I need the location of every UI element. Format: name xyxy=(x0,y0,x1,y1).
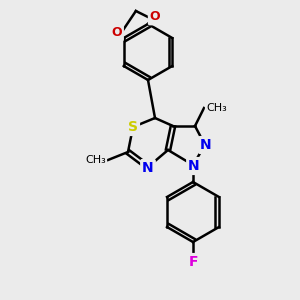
Text: CH₃: CH₃ xyxy=(206,103,227,113)
Text: N: N xyxy=(188,159,200,173)
Text: N: N xyxy=(142,161,154,175)
Text: S: S xyxy=(128,120,138,134)
Text: O: O xyxy=(111,26,122,40)
Text: CH₃: CH₃ xyxy=(85,155,106,165)
Text: O: O xyxy=(150,11,160,23)
Text: F: F xyxy=(188,255,198,269)
Text: N: N xyxy=(200,138,212,152)
